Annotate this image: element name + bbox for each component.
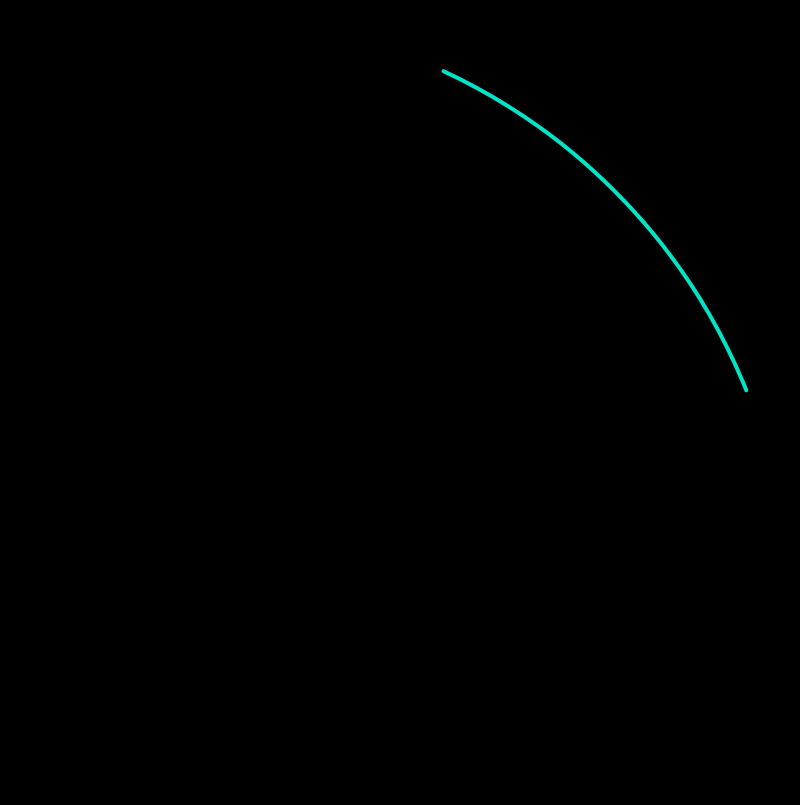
arc-path [444, 71, 747, 390]
arc-svg [0, 0, 800, 800]
arc-canvas [0, 0, 800, 800]
